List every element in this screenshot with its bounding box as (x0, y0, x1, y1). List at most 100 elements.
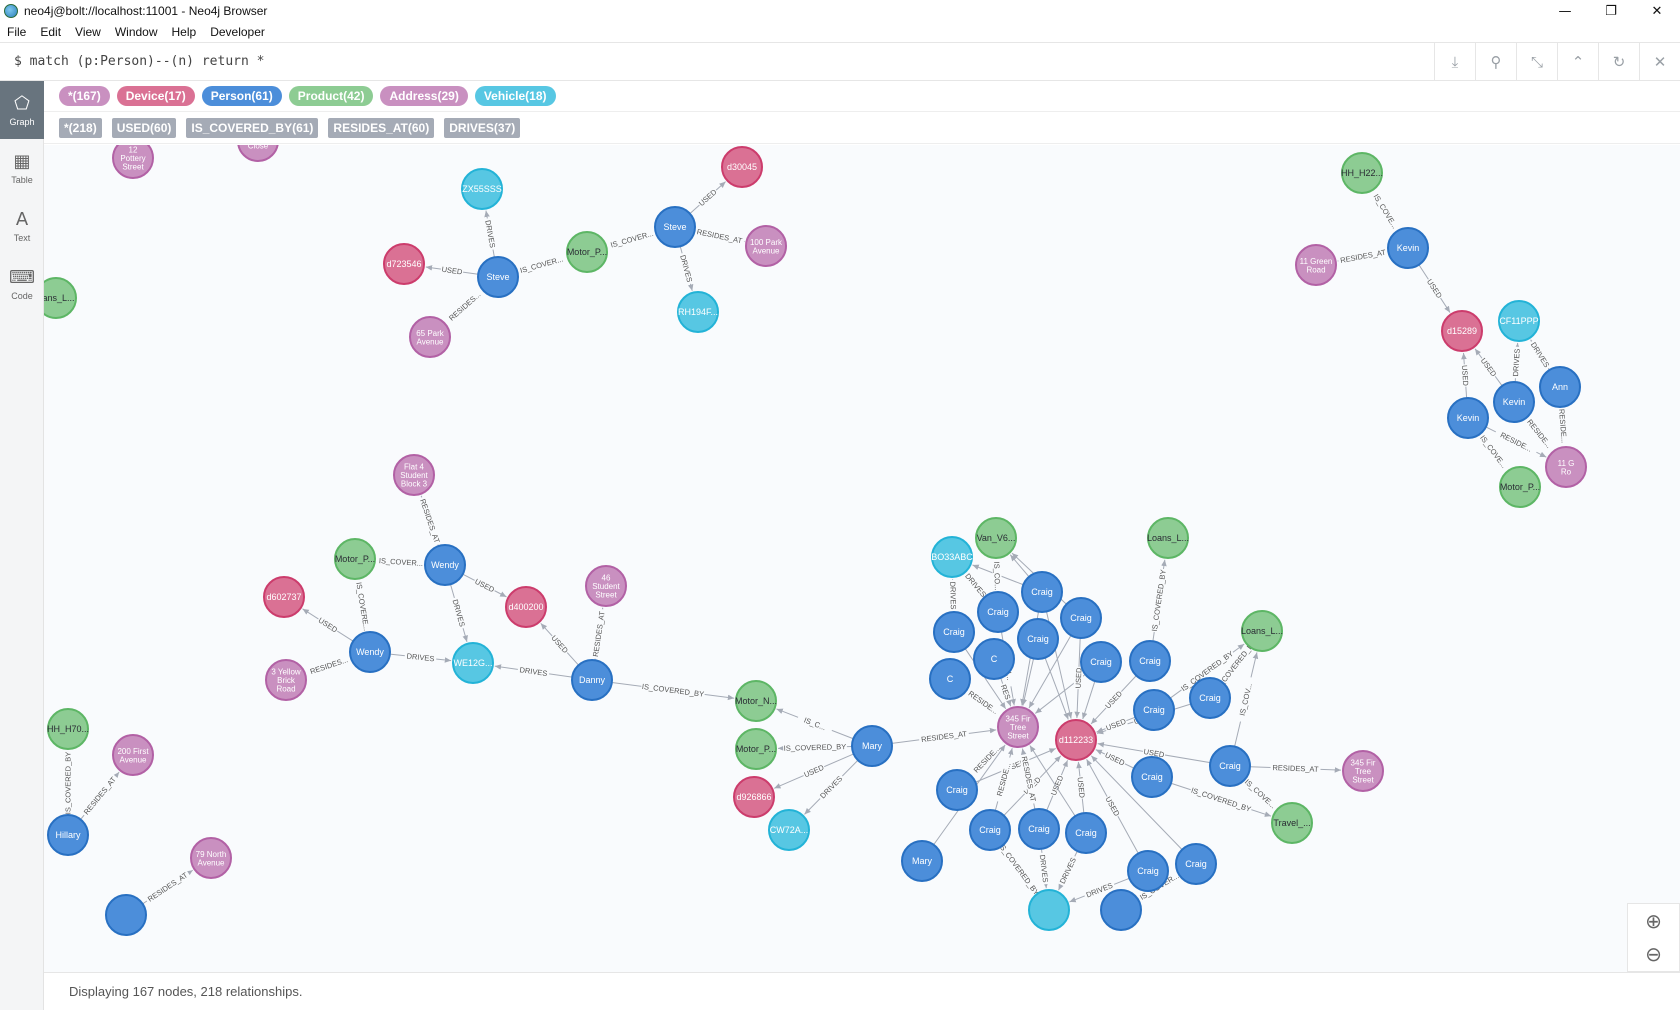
node-person[interactable]: Kevin (1387, 227, 1429, 269)
node-circle[interactable] (105, 894, 147, 936)
pin-icon[interactable]: ⚲ (1475, 42, 1516, 81)
node-person[interactable]: Wendy (349, 631, 391, 673)
node-product[interactable]: Motor_N... (735, 680, 777, 722)
node-person[interactable]: C (973, 638, 1015, 680)
node-circle[interactable] (44, 277, 77, 319)
relationship-c5-hub2[interactable] (1044, 657, 1069, 720)
node-circle[interactable] (1080, 641, 1122, 683)
node-person[interactable]: Craig (1060, 597, 1102, 639)
node-circle[interactable] (677, 291, 719, 333)
node-circle[interactable] (112, 145, 154, 179)
node-circle[interactable] (190, 837, 232, 879)
node-circle[interactable] (975, 517, 1017, 559)
node-vehicle[interactable]: WE12G... (452, 642, 494, 684)
rel-tag-used[interactable]: USED(60) (111, 118, 177, 138)
node-person[interactable]: Craig (1175, 843, 1217, 885)
node-circle[interactable] (477, 256, 519, 298)
node-circle[interactable] (977, 591, 1019, 633)
node-person[interactable]: Ann (1539, 366, 1581, 408)
node-circle[interactable] (969, 809, 1011, 851)
node-person[interactable]: Craig (1080, 641, 1122, 683)
node-circle[interactable] (901, 840, 943, 882)
node-circle[interactable] (424, 544, 466, 586)
node-circle[interactable] (768, 809, 810, 851)
node-circle[interactable] (1055, 719, 1097, 761)
rerun-icon[interactable]: ↻ (1598, 42, 1639, 81)
node-circle[interactable] (1175, 843, 1217, 885)
node-circle[interactable] (1147, 517, 1189, 559)
relationship-c19-hub2[interactable] (1090, 755, 1183, 850)
node-circle[interactable] (334, 538, 376, 580)
node-product[interactable]: Motor_P... (334, 538, 376, 580)
relationship-c8-hub2[interactable] (1081, 680, 1096, 720)
node-circle[interactable] (1447, 397, 1489, 439)
node-device[interactable]: d926866 (733, 776, 775, 818)
node-vehicle[interactable] (1028, 889, 1070, 931)
node-circle[interactable] (933, 611, 975, 653)
node-circle[interactable] (461, 168, 503, 210)
rel-tag-all[interactable]: *(218) (59, 118, 102, 138)
view-tab-table[interactable]: ▦ Table (0, 139, 44, 197)
node-circle[interactable] (654, 206, 696, 248)
node-circle[interactable] (566, 231, 608, 273)
node-circle[interactable] (936, 769, 978, 811)
graph-canvas[interactable]: DRIVES USED RESIDES... IS_COVER... IS_COVER.… (44, 145, 1680, 972)
label-pill-all[interactable]: *(167) (59, 86, 110, 106)
node-product[interactable]: Loans_L... (1147, 517, 1189, 559)
node-product[interactable]: Loans_L... (1241, 610, 1283, 652)
node-circle[interactable] (929, 658, 971, 700)
node-person[interactable]: Wendy (424, 544, 466, 586)
node-circle[interactable] (1545, 446, 1587, 488)
node-circle[interactable] (733, 776, 775, 818)
chevron-up-icon[interactable]: ⌃ (1557, 42, 1598, 81)
node-person[interactable]: Mary (901, 840, 943, 882)
node-person[interactable]: C (929, 658, 971, 700)
view-tab-code[interactable]: ⌨ Code (0, 255, 44, 313)
zoom-out-icon[interactable]: ⊖ (1645, 942, 1662, 967)
node-circle[interactable] (452, 642, 494, 684)
collapse-fullscreen-icon[interactable]: ⤡ (1516, 42, 1557, 81)
node-person[interactable] (1100, 889, 1142, 931)
node-circle[interactable] (1209, 745, 1251, 787)
close-icon[interactable]: ✕ (1651, 3, 1663, 19)
node-circle[interactable] (1341, 152, 1383, 194)
node-vehicle[interactable]: ZX55SSS (461, 168, 503, 210)
node-person[interactable]: Craig (1131, 756, 1173, 798)
node-circle[interactable] (1131, 756, 1173, 798)
node-circle[interactable] (1241, 610, 1283, 652)
node-circle[interactable] (1028, 889, 1070, 931)
node-device[interactable]: d15289 (1441, 310, 1483, 352)
relationship-c5-hub1[interactable] (1021, 658, 1035, 706)
relationship-c4-hub1[interactable] (964, 648, 1007, 710)
node-circle[interactable] (1271, 802, 1313, 844)
node-circle[interactable] (265, 659, 307, 701)
node-product[interactable]: oans_L... (44, 277, 77, 319)
node-product[interactable]: Van_V6... (975, 517, 1017, 559)
node-circle[interactable] (1342, 750, 1384, 792)
node-product[interactable]: HH_H22... (1341, 152, 1383, 194)
maximize-icon[interactable]: ❐ (1605, 3, 1617, 19)
node-vehicle[interactable]: BO33ABC (931, 536, 973, 578)
label-pill-address[interactable]: Address(29) (380, 86, 468, 106)
node-circle[interactable] (1189, 677, 1231, 719)
node-person[interactable]: Craig (936, 769, 978, 811)
node-circle[interactable] (735, 680, 777, 722)
node-person[interactable]: Kevin (1447, 397, 1489, 439)
node-product[interactable]: Motor_P... (1499, 466, 1541, 508)
close-frame-icon[interactable]: ✕ (1639, 42, 1680, 81)
node-device[interactable]: d400200 (505, 586, 547, 628)
node-person[interactable]: Craig (1065, 812, 1107, 854)
node-circle[interactable] (1498, 300, 1540, 342)
node-circle[interactable] (997, 706, 1039, 748)
node-circle[interactable] (112, 734, 154, 776)
node-vehicle[interactable]: CW72A... (768, 809, 810, 851)
node-address[interactable]: 11 GRo (1545, 446, 1587, 488)
node-person[interactable]: Craig (969, 809, 1011, 851)
node-person[interactable]: Craig (933, 611, 975, 653)
node-circle[interactable] (745, 225, 787, 267)
zoom-in-icon[interactable]: ⊕ (1645, 908, 1662, 933)
node-circle[interactable] (47, 708, 89, 750)
